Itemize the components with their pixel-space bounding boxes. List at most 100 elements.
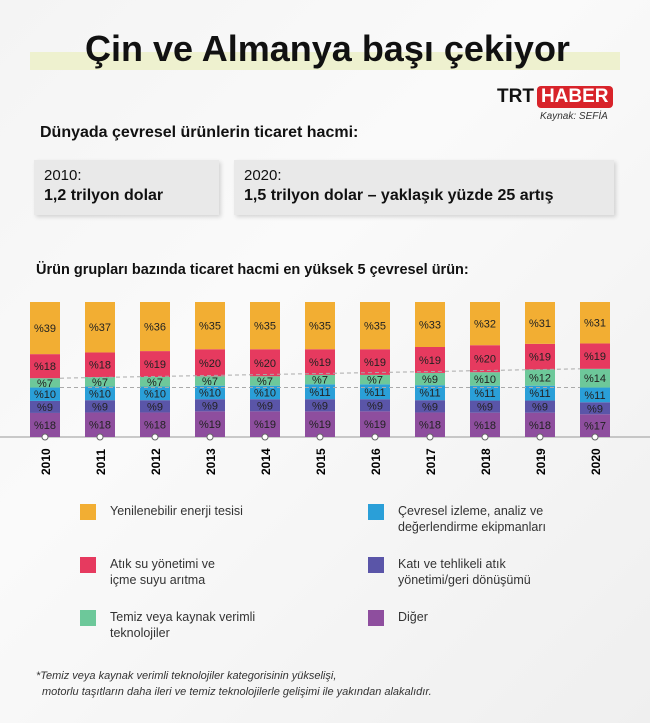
bar-segment — [140, 351, 170, 377]
bar-segment — [470, 412, 500, 437]
bar-segment — [360, 411, 390, 437]
x-tick-label: 2013 — [204, 448, 218, 475]
bar-segment — [580, 368, 610, 388]
bar-segment — [525, 400, 555, 413]
bar-segment — [525, 385, 555, 401]
bar-segment — [305, 384, 335, 400]
data-label: %11 — [584, 390, 605, 402]
year-marker — [426, 433, 434, 441]
data-label: %11 — [474, 388, 495, 400]
legend-item: Katı ve tehlikeli atık yönetimi/geri dönü… — [368, 556, 531, 588]
bar-segment — [580, 387, 610, 403]
legend-item: Yenilenebilir enerji tesisi — [80, 503, 243, 520]
bar-segment — [360, 399, 390, 412]
bar-segment — [580, 402, 610, 415]
bar-segment — [195, 399, 225, 412]
bar-segment — [85, 302, 115, 353]
x-tick-label: 2014 — [259, 448, 273, 475]
bar-segment — [470, 345, 500, 373]
legend-label: Atık su yönetimi ve içme suyu arıtma — [110, 557, 215, 587]
bar-segment — [250, 399, 280, 412]
bar-segment — [30, 400, 60, 413]
data-label: %14 — [584, 373, 606, 385]
data-label: %31 — [529, 318, 551, 330]
data-label: %9 — [92, 401, 108, 413]
bar-segment — [195, 376, 225, 386]
data-label: %9 — [147, 401, 163, 413]
data-label: %11 — [364, 387, 385, 399]
legend-label: Yenilenebilir enerji tesisi — [110, 504, 243, 518]
bar-segment — [415, 347, 445, 373]
bar-segment — [30, 354, 60, 379]
legend-swatch — [368, 504, 384, 520]
bar-segment — [305, 411, 335, 437]
data-label: %7 — [37, 378, 53, 390]
bar-segment — [525, 302, 555, 344]
bar-segment — [305, 399, 335, 412]
source-text: Kaynak: SEFİA — [540, 111, 608, 122]
x-tick-label: 2012 — [149, 448, 163, 475]
data-label: %9 — [422, 374, 438, 386]
data-label: %10 — [34, 389, 56, 401]
data-label: %36 — [144, 322, 166, 334]
data-label: %18 — [529, 420, 551, 432]
data-label: %18 — [89, 420, 111, 432]
bar-segment — [250, 385, 280, 400]
data-label: %9 — [257, 400, 273, 412]
x-tick-label: 2016 — [369, 448, 383, 475]
data-label: %10 — [254, 387, 276, 399]
bar-segment — [85, 412, 115, 437]
bar-segment — [30, 378, 60, 388]
data-label: %9 — [312, 400, 328, 412]
data-label: %37 — [89, 322, 111, 334]
data-label: %11 — [309, 387, 330, 399]
bar-segment — [360, 349, 390, 375]
bar-segment — [470, 302, 500, 346]
footnote: *Temiz veya kaynak verimli teknolojiler … — [36, 670, 432, 698]
data-label: %35 — [199, 321, 221, 333]
data-label: %19 — [254, 419, 276, 431]
data-label: %19 — [419, 355, 441, 367]
data-label: %19 — [364, 357, 386, 369]
year-marker — [96, 433, 104, 441]
bar-segment — [415, 412, 445, 437]
data-label: %33 — [419, 320, 441, 332]
legend-item: Diğer — [368, 609, 428, 626]
bar-segment — [195, 411, 225, 437]
data-label: %19 — [199, 419, 221, 431]
x-tick-label: 2019 — [534, 448, 548, 475]
bar-segment — [415, 385, 445, 401]
data-label: %19 — [144, 359, 166, 371]
legend-label: Çevresel izleme, analiz ve değerlendirme … — [398, 504, 546, 534]
data-label: %11 — [419, 388, 440, 400]
data-label: %7 — [92, 377, 108, 389]
legend-label: Katı ve tehlikeli atık yönetimi/geri dönü… — [398, 557, 531, 587]
data-label: %20 — [474, 354, 496, 366]
data-label: %19 — [309, 357, 331, 369]
bar-segment — [525, 343, 555, 370]
bar-segment — [30, 302, 60, 355]
bar-segment — [30, 387, 60, 401]
bar-segment — [470, 372, 500, 386]
bar-segment — [305, 302, 335, 350]
bar-segment — [305, 374, 335, 385]
bar-segment — [140, 412, 170, 437]
trend-dashed-line — [59, 368, 581, 379]
data-label: %9 — [422, 401, 438, 413]
bar-segment — [250, 349, 280, 377]
x-tick-label: 2020 — [589, 448, 603, 475]
legend-swatch — [368, 557, 384, 573]
x-tick-label: 2015 — [314, 448, 328, 475]
year-marker — [536, 433, 544, 441]
data-label: %9 — [37, 402, 53, 414]
bar-segment — [250, 302, 280, 350]
year-marker — [481, 433, 489, 441]
bar-segment — [85, 386, 115, 401]
stacked-bar-chart: %18%9%10%7%18%392010%18%9%10%7%18%372011… — [0, 302, 650, 475]
data-label: %19 — [309, 419, 331, 431]
box-2020: 2020: 1,5 trilyon dolar – yaklaşık yüzde … — [234, 160, 614, 215]
x-tick-label: 2011 — [94, 449, 108, 475]
trt-haber-logo: TRT HABER — [497, 86, 613, 108]
bar-segment — [250, 376, 280, 386]
title-highlight — [30, 52, 620, 70]
